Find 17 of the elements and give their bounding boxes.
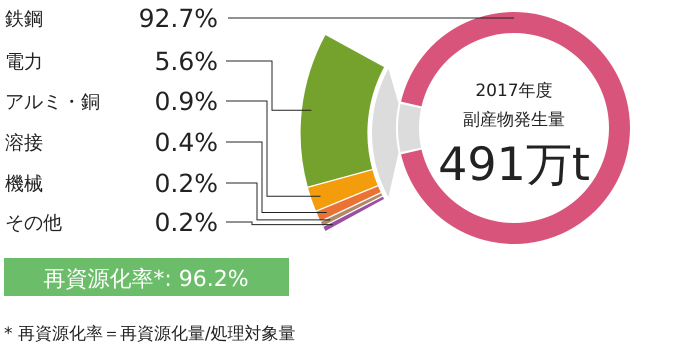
text: 2017年度 (475, 81, 553, 101)
category-label: 溶接 (5, 132, 43, 154)
data-label: 0.9% (154, 87, 218, 116)
category-label: 鉄鋼 (5, 8, 43, 30)
data-label: 5.6% (154, 47, 218, 76)
text: 再資源化率*: 96.2% (43, 267, 249, 292)
category-label: アルミ・銅 (5, 91, 100, 113)
data-label: 92.7% (138, 4, 218, 33)
data-label: 0.4% (154, 128, 218, 157)
category-label: 電力 (5, 51, 43, 73)
text: 副産物発生量 (463, 110, 565, 130)
data-label: 0.2% (154, 208, 218, 237)
category-label: 機械 (5, 173, 43, 195)
data-label: 0.2% (154, 169, 218, 198)
text: 491万t (438, 137, 590, 191)
text: * 再資源化率＝再資源化量/処理対象量 (4, 324, 296, 344)
category-label: その他 (5, 212, 62, 234)
